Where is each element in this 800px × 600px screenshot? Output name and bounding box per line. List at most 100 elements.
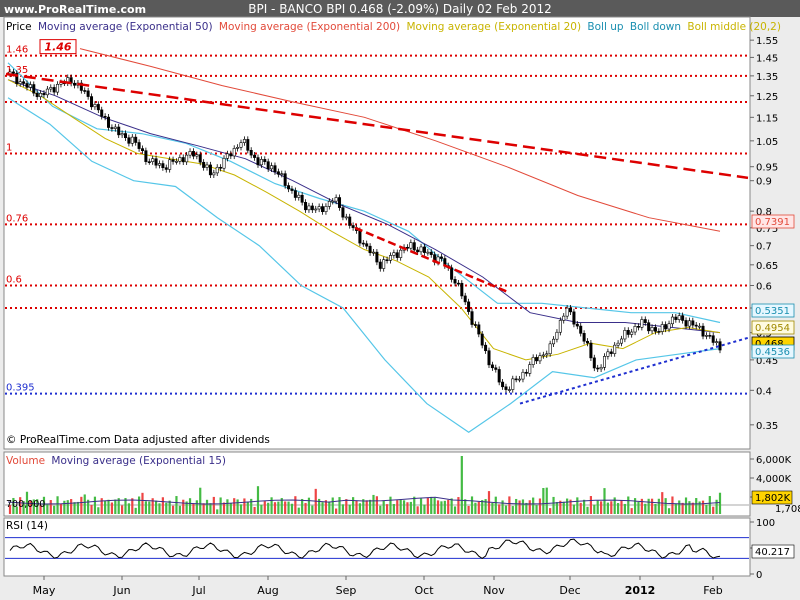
price-candle [161, 163, 165, 169]
y-tick-label: 0.65 [756, 261, 778, 272]
volume-bar [688, 501, 691, 514]
volume-bar [457, 497, 460, 514]
y-tick-label: 0.35 [756, 421, 778, 432]
volume-bar [633, 498, 637, 514]
volume-bar [684, 497, 688, 514]
volume-bar [15, 506, 18, 514]
volume-bar [304, 502, 307, 514]
price-candle [630, 331, 634, 335]
price-candle [388, 255, 392, 261]
price-candle [120, 133, 124, 136]
price-candle [361, 242, 365, 245]
price-candle [147, 161, 151, 163]
volume-bar [131, 498, 134, 514]
volume-bar [324, 500, 328, 514]
volume-bar [518, 500, 521, 514]
volume-bar [284, 501, 287, 514]
volume-bar [154, 500, 158, 514]
volume-bar [311, 505, 314, 514]
volume-bar [464, 499, 467, 514]
volume-bar [328, 501, 331, 514]
price-candle [613, 344, 617, 354]
volume-bar [348, 504, 351, 514]
volume-bar [674, 503, 677, 514]
volume-bar [453, 506, 457, 514]
copyright-note: © ProRealTime.com Data adjusted after di… [6, 434, 270, 446]
y-tick-label: 0.7 [756, 242, 772, 253]
price-candle [626, 330, 630, 335]
level-label: 1 [6, 142, 12, 153]
price-candle [49, 87, 53, 90]
volume-bar [12, 497, 15, 514]
price-candle [545, 353, 549, 356]
last-value-box [751, 303, 795, 318]
volume-bar [294, 496, 297, 514]
price-candle [395, 252, 399, 258]
price-candle [276, 171, 280, 175]
volume-level-label: 700,000 [6, 499, 45, 510]
volume-bar [345, 499, 348, 514]
volume-bar [596, 500, 599, 514]
volume-bar [606, 502, 609, 514]
price-candle [35, 92, 39, 98]
volume-bar [627, 496, 630, 514]
volume-bar [368, 499, 372, 514]
price-candle [239, 142, 243, 148]
price-candle [528, 364, 532, 374]
price-candle [667, 323, 671, 330]
x-tick-label: Oct [414, 584, 434, 597]
price-candle [259, 159, 263, 166]
price-candle [633, 326, 637, 333]
price-candle [137, 142, 141, 149]
volume-bar [535, 505, 538, 514]
volume-bar [647, 498, 650, 514]
volume-bar [542, 488, 545, 514]
volume-bar [307, 497, 311, 514]
volume-bar [698, 501, 701, 514]
price-candle [708, 335, 712, 337]
legend-ema20: Moving average (Exponential 20) [407, 21, 582, 33]
volume-bar [644, 503, 647, 514]
price-candle [586, 340, 590, 344]
volume-bar [583, 499, 586, 514]
volume-bar [375, 496, 378, 514]
volume-bar [528, 500, 531, 514]
volume-bar [593, 504, 596, 514]
volume-bar [701, 500, 705, 514]
x-tick-label: Jul [191, 584, 205, 597]
price-candle [460, 282, 464, 297]
y-tick-label: 1.35 [756, 72, 778, 83]
price-candle [504, 386, 508, 390]
volume-bar [110, 502, 114, 514]
price-candle [56, 84, 60, 93]
volume-bar [239, 504, 243, 514]
volume-bar [399, 499, 402, 514]
level-label: 1.46 [6, 45, 28, 56]
price-candle [606, 351, 610, 357]
legend-ema200: Moving average (Exponential 200) [219, 21, 400, 33]
price-candle [174, 160, 178, 163]
volume-bar [474, 502, 477, 514]
price-candle [100, 109, 104, 117]
price-candle [348, 216, 352, 226]
level-label: 0.395 [6, 383, 35, 394]
price-candle [90, 96, 94, 108]
volume-bar [491, 502, 494, 514]
level-label: 0.6 [6, 275, 22, 286]
y-tick-label: 1.15 [756, 113, 778, 124]
price-candle [73, 82, 77, 86]
volume-bar [352, 497, 355, 514]
volume-bar [657, 498, 660, 514]
volume-bar [566, 498, 569, 514]
price-candle [715, 341, 719, 343]
price-candle [341, 207, 345, 218]
price-candle [385, 259, 389, 262]
price-candle [225, 153, 229, 159]
price-candle [127, 137, 131, 144]
price-candle [653, 327, 657, 332]
price-candle [191, 151, 195, 157]
price-candle [487, 350, 491, 366]
price-candle [93, 104, 97, 108]
volume-bar [718, 492, 722, 514]
